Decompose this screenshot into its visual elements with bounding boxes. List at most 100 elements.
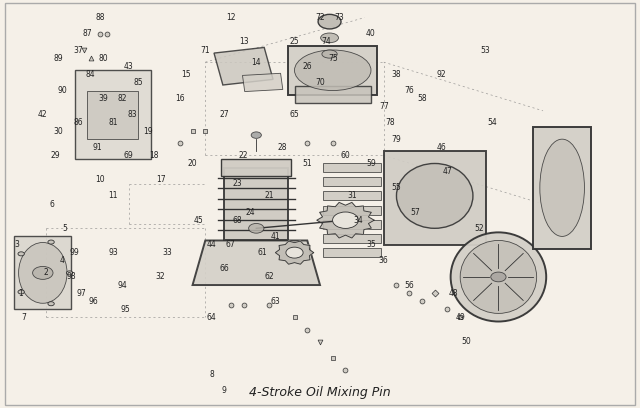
- Text: 88: 88: [95, 13, 105, 22]
- Text: 80: 80: [99, 53, 108, 62]
- Text: 79: 79: [392, 135, 401, 144]
- Ellipse shape: [294, 50, 371, 91]
- Ellipse shape: [248, 224, 264, 233]
- Text: 97: 97: [76, 288, 86, 298]
- Text: 25: 25: [290, 38, 300, 47]
- Text: 50: 50: [461, 337, 472, 346]
- Bar: [323, 248, 381, 257]
- Text: 33: 33: [162, 248, 172, 257]
- Text: 19: 19: [143, 126, 153, 135]
- Polygon shape: [317, 202, 374, 238]
- Text: 5: 5: [63, 224, 68, 233]
- Bar: [323, 206, 381, 215]
- Text: 56: 56: [404, 281, 414, 290]
- Text: 64: 64: [207, 313, 216, 322]
- Circle shape: [18, 290, 24, 294]
- Text: 22: 22: [239, 151, 248, 160]
- Ellipse shape: [451, 233, 546, 322]
- Text: 87: 87: [83, 29, 92, 38]
- Ellipse shape: [33, 266, 53, 279]
- Text: 55: 55: [392, 183, 401, 192]
- Bar: [225, 168, 288, 240]
- Circle shape: [333, 212, 358, 228]
- Ellipse shape: [396, 164, 473, 228]
- Circle shape: [286, 247, 303, 258]
- Text: 99: 99: [70, 248, 79, 257]
- Text: 94: 94: [118, 281, 127, 290]
- Text: 86: 86: [73, 118, 83, 127]
- Text: 65: 65: [290, 110, 300, 120]
- Text: 93: 93: [108, 248, 118, 257]
- Text: 18: 18: [150, 151, 159, 160]
- Text: 76: 76: [404, 86, 414, 95]
- Text: 35: 35: [366, 240, 376, 249]
- Text: 24: 24: [245, 208, 255, 217]
- Ellipse shape: [322, 50, 337, 58]
- Text: 28: 28: [277, 143, 287, 152]
- Text: 63: 63: [271, 297, 280, 306]
- Text: 4-Stroke Oil Mixing Pin: 4-Stroke Oil Mixing Pin: [249, 386, 391, 399]
- Text: 91: 91: [92, 143, 102, 152]
- Text: 43: 43: [124, 62, 134, 71]
- Circle shape: [67, 271, 73, 275]
- Text: 96: 96: [89, 297, 99, 306]
- Bar: [88, 91, 138, 139]
- Bar: [14, 236, 72, 309]
- Ellipse shape: [338, 215, 353, 225]
- Text: 59: 59: [366, 159, 376, 168]
- Text: 72: 72: [315, 13, 325, 22]
- Text: 68: 68: [232, 216, 242, 225]
- Text: 78: 78: [385, 118, 395, 127]
- Text: 67: 67: [226, 240, 236, 249]
- Text: 54: 54: [487, 118, 497, 127]
- Text: 32: 32: [156, 273, 166, 282]
- Text: 70: 70: [315, 78, 325, 87]
- Text: 17: 17: [156, 175, 166, 184]
- Text: 11: 11: [108, 191, 118, 200]
- Text: 77: 77: [379, 102, 388, 111]
- Text: 40: 40: [366, 29, 376, 38]
- Bar: [323, 234, 381, 243]
- Text: 61: 61: [258, 248, 268, 257]
- Text: 83: 83: [127, 110, 137, 120]
- Text: 48: 48: [449, 288, 459, 298]
- Polygon shape: [384, 151, 486, 244]
- Text: 41: 41: [271, 232, 280, 241]
- Text: 26: 26: [303, 62, 312, 71]
- Text: 21: 21: [264, 191, 274, 200]
- Circle shape: [48, 240, 54, 244]
- Text: 15: 15: [181, 70, 191, 79]
- Text: 2: 2: [44, 268, 49, 277]
- Text: 60: 60: [340, 151, 350, 160]
- Text: 23: 23: [232, 179, 242, 188]
- Text: 46: 46: [436, 143, 446, 152]
- Text: 4: 4: [60, 256, 65, 265]
- Text: 49: 49: [455, 313, 465, 322]
- Ellipse shape: [491, 272, 506, 282]
- Ellipse shape: [540, 139, 584, 236]
- Bar: [243, 73, 283, 91]
- Ellipse shape: [251, 132, 261, 138]
- Text: 57: 57: [411, 208, 420, 217]
- Text: 98: 98: [67, 273, 76, 282]
- Text: 47: 47: [443, 167, 452, 176]
- Text: 31: 31: [347, 191, 356, 200]
- Text: 89: 89: [54, 53, 63, 62]
- Text: 62: 62: [264, 273, 274, 282]
- Polygon shape: [275, 241, 314, 264]
- Text: 66: 66: [220, 264, 229, 273]
- Bar: [323, 220, 381, 229]
- Polygon shape: [193, 240, 320, 285]
- Text: 45: 45: [194, 216, 204, 225]
- Text: 3: 3: [15, 240, 20, 249]
- Text: 38: 38: [392, 70, 401, 79]
- Text: 7: 7: [21, 313, 26, 322]
- Bar: [214, 47, 273, 85]
- Ellipse shape: [460, 240, 537, 313]
- Text: 74: 74: [321, 38, 332, 47]
- Text: 81: 81: [108, 118, 118, 127]
- Text: 36: 36: [379, 256, 388, 265]
- Text: 44: 44: [207, 240, 216, 249]
- Text: 51: 51: [303, 159, 312, 168]
- Ellipse shape: [321, 33, 339, 43]
